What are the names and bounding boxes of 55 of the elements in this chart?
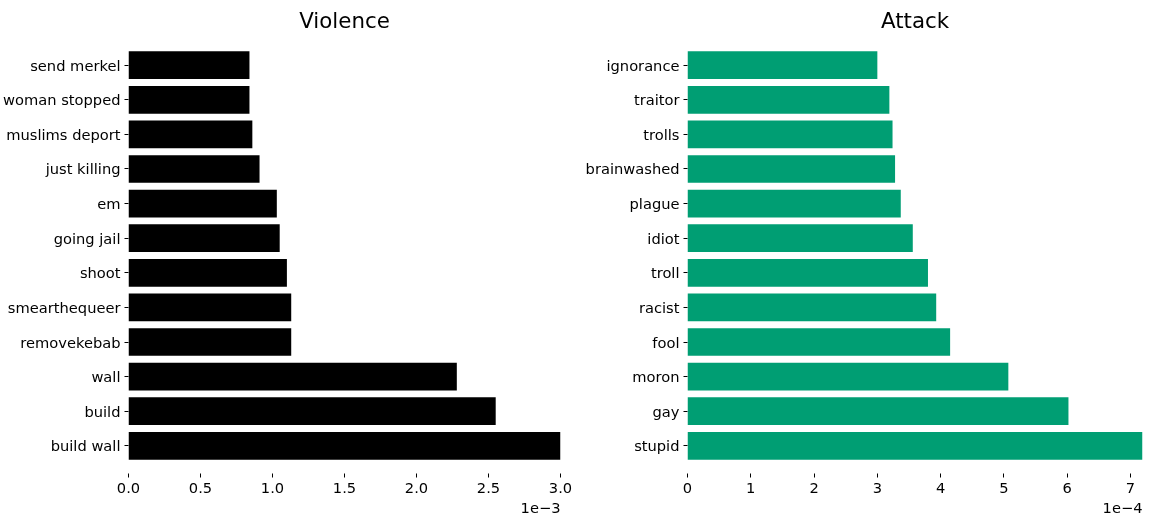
y-tick-label: going jail <box>53 229 121 247</box>
y-tick-label: idiot <box>647 229 680 247</box>
y-tick-label: ignorance <box>606 56 680 74</box>
bar <box>687 155 896 183</box>
y-tick-label: woman stopped <box>3 91 121 109</box>
x-tick-label: 2 <box>809 478 819 496</box>
y-tick-label: just killing <box>44 160 121 178</box>
x-tick-label: 4 <box>935 478 946 496</box>
y-tick-label: send merkel <box>30 56 121 74</box>
x-tick-label: 1 <box>746 478 756 496</box>
text: 1e−3 <box>520 498 561 516</box>
text: 1e−4 <box>1102 498 1143 516</box>
x-tick-label: 2.5 <box>476 478 501 496</box>
y-tick-label: em <box>97 195 121 213</box>
x-tick-label: 6 <box>1062 478 1072 496</box>
x-tick-label: 1.5 <box>332 478 357 496</box>
y-tick-label: racist <box>638 298 680 316</box>
x-tick-label: 3 <box>872 478 883 496</box>
y-tick-label: build <box>84 402 121 420</box>
y-tick-label: traitor <box>633 91 681 109</box>
x-tick-label: 5 <box>999 478 1009 496</box>
chart-title: Attack <box>880 7 950 33</box>
y-tick-label: fool <box>652 333 680 351</box>
x-tick-label: 1.0 <box>260 478 285 496</box>
x-tick-label: 2.0 <box>404 478 429 496</box>
y-tick-label: build wall <box>50 437 121 455</box>
y-tick-label: stupid <box>634 437 680 455</box>
bar <box>687 362 1009 391</box>
x-tick-label: 7 <box>1125 478 1136 496</box>
y-tick-label: trolls <box>643 125 680 143</box>
y-tick-label: muslims deport <box>6 125 121 143</box>
y-tick-label: wall <box>91 368 121 386</box>
y-tick-label: moron <box>632 368 680 386</box>
x-tick-label: 0 <box>682 478 693 496</box>
bar <box>687 51 878 80</box>
y-tick-label: brainwashed <box>585 160 680 178</box>
bar <box>687 224 913 253</box>
bar <box>687 397 1069 426</box>
y-tick-label: smearthequeer <box>7 298 122 316</box>
x-tick-label: 0.5 <box>188 478 213 496</box>
bar <box>687 258 928 287</box>
x-tick-label: 3.0 <box>548 478 573 496</box>
y-tick-label: plague <box>629 195 680 213</box>
bar <box>687 293 937 322</box>
bar <box>687 431 1143 460</box>
bar <box>687 189 901 218</box>
chart-title: Violence <box>299 7 390 33</box>
y-tick-label: gay <box>652 402 680 420</box>
bar <box>687 85 890 114</box>
y-tick-label: troll <box>650 264 680 282</box>
y-tick-label: shoot <box>79 264 121 282</box>
bar <box>687 120 893 149</box>
y-tick-label: removekebab <box>20 333 121 351</box>
x-tick-label: 0.0 <box>116 478 141 496</box>
bar <box>687 328 951 356</box>
